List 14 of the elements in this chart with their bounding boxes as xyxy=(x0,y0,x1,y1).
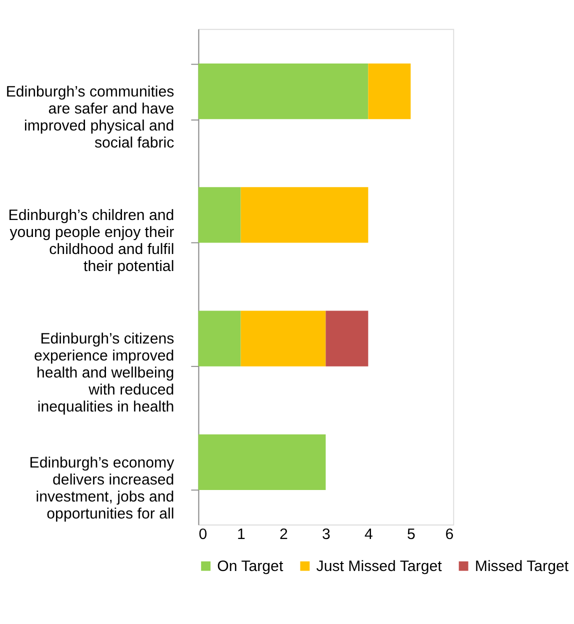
y-tick-label: Edinburgh’s children and young people enjoy their childhood and fulfil their potential xyxy=(8,207,174,276)
legend-label: On Target xyxy=(217,558,284,575)
legend-label: Just Missed Target xyxy=(316,558,443,575)
y-tick-label: Edinburgh’s economy delivers increased investment, jobs and opportunities for all xyxy=(29,454,175,522)
y-tick-label: Edinburgh’s communities are safer and have improved physical and social fabric xyxy=(6,84,175,152)
legend-label: Missed Target xyxy=(474,558,570,575)
y-tick-label: Edinburgh’s citizens experience improved health and wellbeing with reduced inequalities in health xyxy=(34,330,174,416)
x-tick-label: 1 xyxy=(237,526,246,544)
x-tick-label: 0 xyxy=(198,526,208,544)
x-tick-label: 4 xyxy=(364,526,373,544)
x-tick-label: 2 xyxy=(279,526,288,544)
x-tick-label: 3 xyxy=(322,526,330,544)
x-tick-label: 6 xyxy=(445,526,454,544)
x-tick-label: 5 xyxy=(406,526,416,544)
